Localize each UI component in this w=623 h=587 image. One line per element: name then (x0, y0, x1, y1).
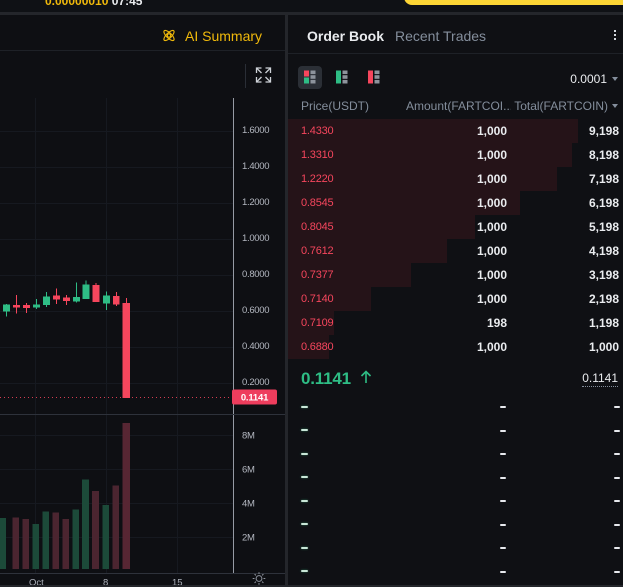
svg-text:15: 15 (172, 578, 183, 586)
svg-text:2M: 2M (242, 533, 255, 544)
svg-text:8M: 8M (242, 431, 255, 442)
svg-text:4M: 4M (242, 499, 255, 510)
svg-text:0.4000: 0.4000 (242, 341, 269, 352)
svg-text:1.2000: 1.2000 (242, 197, 269, 208)
svg-text:0.2000: 0.2000 (242, 377, 269, 388)
svg-text:6M: 6M (242, 465, 255, 476)
svg-text:1.0000: 1.0000 (242, 233, 269, 244)
svg-text:1.6000: 1.6000 (242, 125, 269, 136)
svg-text:Oct: Oct (29, 578, 44, 586)
svg-text:8: 8 (103, 578, 108, 586)
svg-text:1.4000: 1.4000 (242, 161, 269, 172)
svg-text:0.8000: 0.8000 (242, 269, 269, 280)
svg-text:0.1141: 0.1141 (241, 393, 269, 404)
svg-text:0.6000: 0.6000 (242, 305, 269, 316)
